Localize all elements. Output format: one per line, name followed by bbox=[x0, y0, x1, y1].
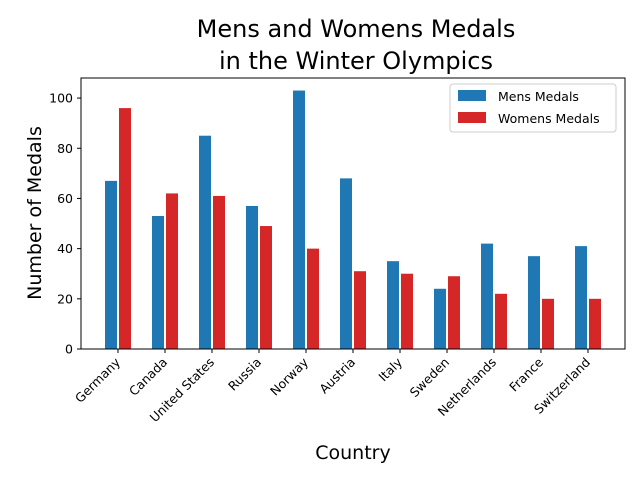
x-tick-label-norway: Norway bbox=[267, 354, 312, 399]
bar-womens-netherlands bbox=[495, 293, 507, 349]
bar-mens-canada bbox=[152, 216, 164, 349]
bar-womens-france bbox=[542, 298, 554, 349]
legend-swatch-mens bbox=[458, 90, 486, 101]
x-tick-label-sweden: Sweden bbox=[407, 355, 453, 401]
bar-mens-germany bbox=[105, 180, 117, 349]
chart-title-line-2: in the Winter Olympics bbox=[219, 47, 493, 75]
bar-mens-italy bbox=[387, 261, 399, 349]
bar-mens-united-states bbox=[199, 135, 211, 349]
y-tick-label: 0 bbox=[65, 342, 73, 357]
y-tick-label: 40 bbox=[57, 241, 73, 256]
bar-womens-sweden bbox=[448, 276, 460, 349]
bar-womens-austria bbox=[354, 271, 366, 349]
y-tick-label: 100 bbox=[49, 91, 73, 106]
chart-title-line-1: Mens and Womens Medals bbox=[197, 15, 516, 43]
bar-mens-austria bbox=[340, 178, 352, 349]
bar-womens-germany bbox=[119, 108, 131, 349]
x-tick-label-france: France bbox=[506, 354, 546, 394]
bar-mens-france bbox=[528, 256, 540, 349]
legend-swatch-womens bbox=[458, 112, 486, 123]
bar-womens-switzerland bbox=[589, 298, 601, 349]
legend-frame bbox=[449, 83, 617, 133]
bar-mens-russia bbox=[246, 205, 258, 349]
bar-womens-italy bbox=[401, 273, 413, 349]
legend: Mens Medals Womens Medals bbox=[449, 83, 617, 133]
bars-group bbox=[105, 90, 601, 349]
bar-womens-norway bbox=[307, 248, 319, 349]
y-tick-label: 60 bbox=[57, 191, 73, 206]
legend-label-mens: Mens Medals bbox=[498, 89, 579, 104]
bar-womens-russia bbox=[260, 226, 272, 349]
bar-mens-sweden bbox=[434, 288, 446, 349]
x-tick-label-italy: Italy bbox=[375, 354, 405, 384]
x-axis-label: Country bbox=[315, 442, 390, 464]
legend-label-womens: Womens Medals bbox=[498, 111, 600, 126]
x-tick-label-canada: Canada bbox=[126, 355, 170, 399]
y-tick-label: 20 bbox=[57, 291, 73, 306]
bar-womens-canada bbox=[166, 193, 178, 349]
y-tick-label: 80 bbox=[57, 141, 73, 156]
y-axis-label: Number of Medals bbox=[24, 126, 46, 300]
bar-mens-netherlands bbox=[481, 243, 493, 349]
x-tick-label-russia: Russia bbox=[225, 355, 264, 394]
x-tick-label-austria: Austria bbox=[316, 355, 358, 397]
y-axis-ticks: 0 20 40 60 80 100 bbox=[49, 91, 81, 357]
bar-womens-united-states bbox=[213, 195, 225, 349]
plot-frame bbox=[80, 77, 626, 350]
bar-mens-norway bbox=[293, 90, 305, 349]
bar-mens-switzerland bbox=[575, 246, 587, 349]
x-tick-label-germany: Germany bbox=[72, 354, 124, 406]
